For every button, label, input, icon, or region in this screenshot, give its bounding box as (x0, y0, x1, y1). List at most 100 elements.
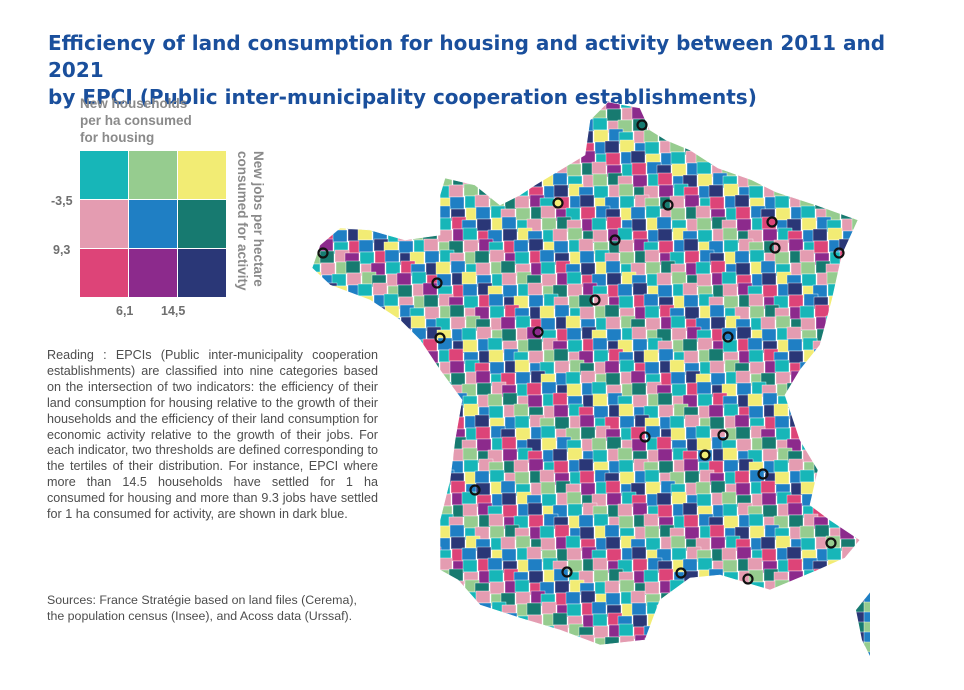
epci-cell (319, 634, 335, 645)
epci-cell (723, 239, 739, 253)
epci-cell (335, 537, 351, 551)
epci-cell (335, 373, 351, 387)
epci-cell (825, 102, 841, 109)
epci-cell (331, 161, 347, 175)
epci-cell (513, 459, 529, 473)
epci-cell (656, 492, 672, 506)
epci-cell (387, 613, 403, 627)
epci-cell (400, 372, 416, 386)
epci-cell (437, 393, 453, 407)
epci-cell (669, 635, 685, 645)
epci-cell (370, 370, 386, 384)
epci-cell (774, 635, 790, 645)
epci-cell (500, 152, 516, 166)
epci-cell (734, 250, 750, 264)
epci-cell (449, 196, 465, 210)
epci-cell (503, 184, 519, 198)
epci-cell (592, 337, 608, 351)
epci-cell (436, 109, 452, 123)
epci-cell (606, 548, 622, 562)
epci-cell (374, 142, 390, 156)
epci-cell (578, 130, 594, 144)
epci-cell (411, 648, 425, 660)
epci-cell (335, 205, 351, 219)
epci-cell (552, 448, 568, 462)
epci-cell (856, 661, 866, 668)
epci-cell (670, 207, 686, 221)
city-marker (717, 429, 729, 441)
epci-cell (385, 205, 401, 219)
epci-cell (424, 634, 440, 645)
epci-cell (842, 174, 858, 188)
epci-cell (360, 151, 376, 165)
epci-cell (387, 505, 403, 519)
epci-cell (396, 384, 412, 398)
epci-cell (591, 161, 607, 175)
epci-cell (383, 349, 399, 363)
epci-cell (489, 141, 505, 155)
epci-cell (410, 371, 426, 385)
epci-cell (361, 163, 377, 177)
epci-cell (322, 394, 338, 408)
epci-cell (619, 359, 635, 373)
epci-cell (644, 361, 660, 375)
epci-cell (695, 102, 711, 111)
epci-cell (800, 261, 816, 275)
epci-cell (854, 581, 860, 595)
epci-cell (331, 381, 347, 395)
epci-cell (462, 559, 478, 573)
epci-cell (708, 624, 724, 638)
epci-cell (826, 383, 842, 397)
epci-cell (774, 471, 790, 485)
epci-cell (777, 119, 793, 133)
epci-cell (799, 417, 815, 431)
epci-cell (503, 624, 519, 638)
epci-cell (827, 615, 843, 629)
epci-cell (312, 107, 322, 121)
epci-cell (683, 294, 699, 308)
epci-cell (320, 538, 336, 552)
city-marker (639, 431, 651, 443)
epci-cell (476, 162, 492, 176)
epci-cell (643, 129, 659, 143)
city-markers (317, 119, 845, 585)
epci-cell (385, 317, 401, 331)
epci-cell (566, 271, 582, 285)
epci-cell (827, 339, 843, 353)
epci-cell (461, 271, 477, 285)
legend-grid (80, 151, 226, 298)
epci-cell (383, 293, 399, 307)
epci-cell (762, 504, 778, 518)
epci-cell (656, 604, 672, 618)
city-marker (636, 119, 648, 131)
epci-cell (762, 284, 778, 298)
epci-cell (515, 427, 531, 441)
epci-cell (763, 128, 779, 142)
epci-cell (748, 349, 764, 363)
epci-cell (398, 184, 414, 198)
epci-cell (618, 623, 634, 637)
epci-cell (361, 547, 377, 561)
epci-cell (438, 129, 454, 143)
epci-cell (734, 470, 750, 484)
epci-cell (437, 117, 453, 131)
epci-cell (387, 173, 403, 187)
epci-cell (711, 649, 725, 661)
epci-cell (461, 327, 477, 341)
epci-cell (854, 525, 860, 539)
epci-cell (360, 483, 376, 497)
epci-cell (371, 218, 387, 232)
epci-cell (723, 131, 739, 145)
epci-cell (360, 591, 376, 605)
epci-cell (826, 648, 840, 660)
epci-cell (774, 139, 790, 153)
epci-cell (334, 305, 350, 319)
epci-cell (828, 295, 844, 309)
epci-cell (451, 604, 467, 618)
epci-cell (371, 438, 387, 452)
epci-cell (580, 206, 596, 220)
epci-cell (617, 283, 633, 297)
epci-cell (312, 623, 324, 637)
epci-cell (489, 249, 505, 263)
epci-cell (801, 646, 815, 658)
